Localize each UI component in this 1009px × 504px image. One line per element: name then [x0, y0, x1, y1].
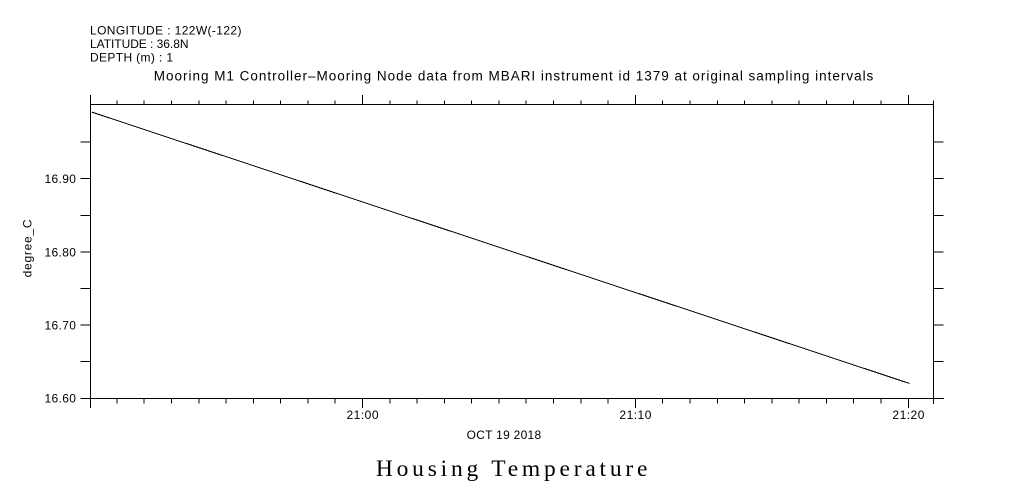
svg-text:LONGITUDE : 122W(-122): LONGITUDE : 122W(-122) — [90, 24, 242, 38]
svg-text:21:10: 21:10 — [619, 408, 651, 422]
svg-text:16.80: 16.80 — [45, 245, 77, 259]
svg-text:16.90: 16.90 — [45, 172, 77, 186]
svg-text:21:20: 21:20 — [892, 408, 924, 422]
svg-text:16.70: 16.70 — [45, 319, 77, 333]
svg-text:16.60: 16.60 — [45, 392, 77, 406]
svg-text:21:00: 21:00 — [347, 408, 379, 422]
svg-text:Housing Temperature: Housing Temperature — [376, 456, 648, 482]
svg-text:DEPTH (m) : 1: DEPTH (m) : 1 — [90, 50, 173, 64]
svg-text:degree_C: degree_C — [21, 219, 35, 277]
svg-text:LATITUDE : 36.8N: LATITUDE : 36.8N — [90, 37, 189, 51]
svg-text:Mooring M1 Controller–Mooring: Mooring M1 Controller–Mooring Node data … — [154, 69, 874, 84]
svg-text:OCT 19 2018: OCT 19 2018 — [467, 428, 542, 442]
